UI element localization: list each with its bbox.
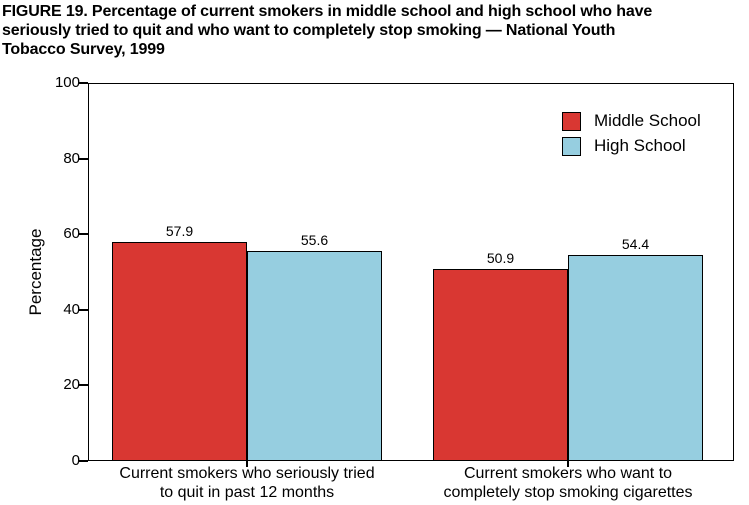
y-tick-label-20: 20 [63,376,80,394]
legend-label: High School [594,136,686,155]
bar-value-label: 57.9 [165,223,194,240]
bar-high-school-group-1 [247,250,382,461]
x-tick-mark [567,460,569,467]
y-tick-mark [79,82,88,84]
legend-item-high-school: High School [562,136,701,156]
figure-title: FIGURE 19. Percentage of current smokers… [2,3,653,58]
legend: Middle School High School [562,111,701,161]
legend-item-middle-school: Middle School [562,111,701,131]
bar-middle-school-group-1 [112,242,247,461]
bar-value-label: 50.9 [486,249,515,266]
y-tick-mark [79,157,88,160]
legend-swatch-middle-school [562,111,581,131]
y-tick-label-40: 40 [63,300,80,318]
y-tick-label-100: 100 [54,74,80,91]
x-tick-mark [246,460,248,467]
bar-value-label: 55.6 [300,231,329,248]
y-tick-mark [79,384,88,387]
y-tick-mark [79,308,88,311]
y-tick-mark [79,460,88,462]
bar-middle-school-group-2 [433,268,568,461]
legend-label: Middle School [594,111,701,130]
x-category-label: Current smokers who want to completely s… [443,465,693,501]
bar-value-label: 54.4 [621,236,650,253]
bar-high-school-group-2 [568,255,703,461]
y-tick-label-80: 80 [63,149,80,167]
y-tick-label-0: 0 [71,452,80,469]
y-tick-mark [79,233,88,236]
legend-swatch-high-school [562,136,581,156]
y-tick-label-60: 60 [63,225,80,243]
x-category-label: Current smokers who seriously tried to q… [119,465,375,501]
